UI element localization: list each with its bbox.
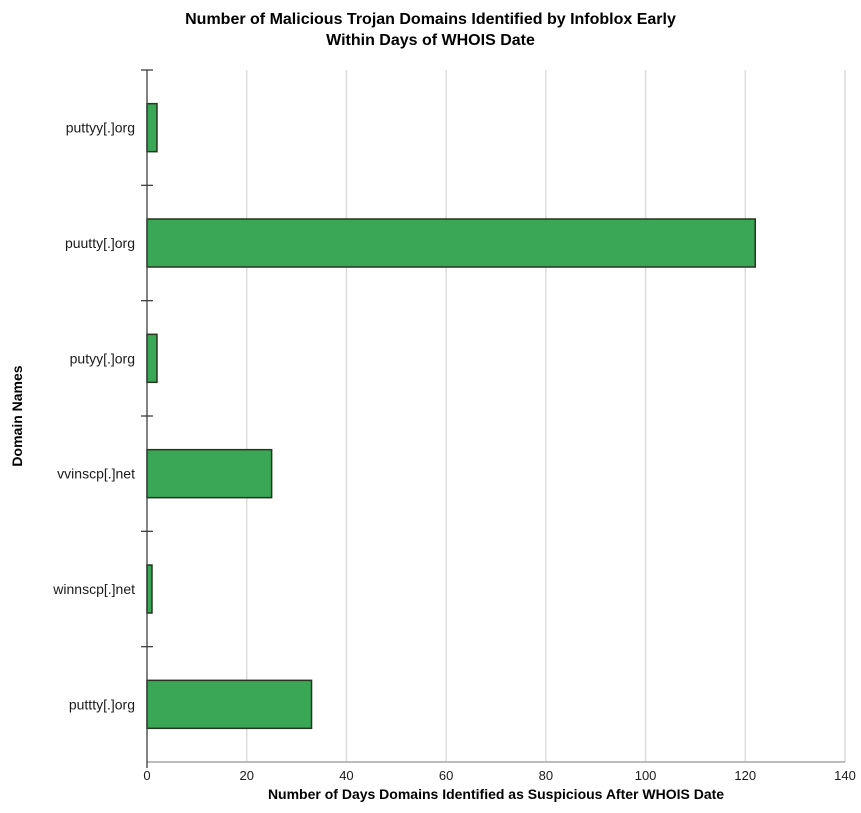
x-tick-label: 60 bbox=[439, 768, 453, 783]
bar-puutty[.]org bbox=[146, 218, 757, 268]
chart-title-line-1: Number of Malicious Trojan Domains Ident… bbox=[185, 11, 676, 28]
bar-winnscp[.]net bbox=[146, 564, 153, 614]
x-tick-label: 100 bbox=[635, 768, 657, 783]
category-label: puutty[.]org bbox=[65, 235, 135, 251]
x-tick-label: 80 bbox=[539, 768, 553, 783]
bar-puttty[.]org bbox=[146, 679, 313, 730]
category-label: winnscp[.]net bbox=[52, 581, 135, 597]
x-tick-label: 40 bbox=[339, 768, 353, 783]
chart-title: Number of Malicious Trojan Domains Ident… bbox=[0, 9, 861, 51]
bar-putyy[.]org bbox=[146, 333, 158, 384]
bar-vvinscp[.]net bbox=[146, 448, 273, 499]
chart-title-line-2: Within Days of WHOIS Date bbox=[326, 32, 535, 49]
x-tick-label: 140 bbox=[834, 768, 856, 783]
category-label: vvinscp[.]net bbox=[57, 466, 135, 482]
x-tick-label: 0 bbox=[143, 768, 150, 783]
x-axis-title: Number of Days Domains Identified as Sus… bbox=[267, 786, 725, 802]
category-label: puttty[.]org bbox=[69, 696, 135, 712]
category-label: puttyy[.]org bbox=[66, 120, 135, 136]
x-tick-label: 120 bbox=[734, 768, 756, 783]
x-tick-label: 20 bbox=[239, 768, 253, 783]
bar-puttyy[.]org bbox=[146, 102, 158, 153]
category-label: putyy[.]org bbox=[70, 350, 135, 366]
